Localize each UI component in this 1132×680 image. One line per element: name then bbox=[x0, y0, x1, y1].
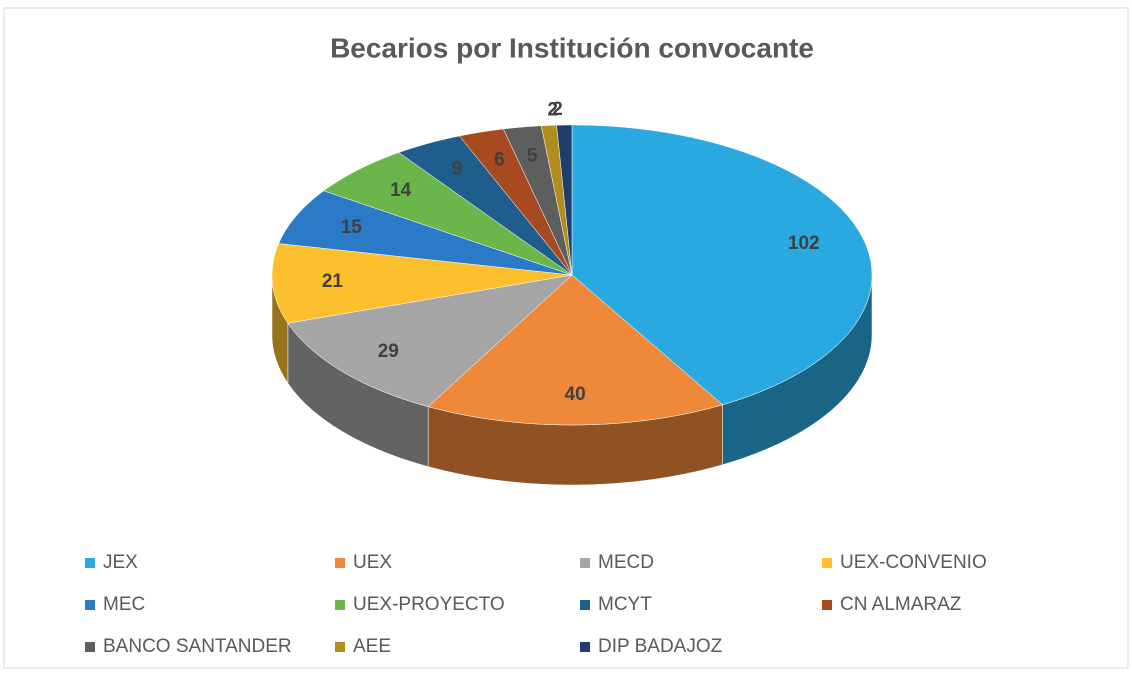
data-label: 14 bbox=[390, 180, 412, 201]
legend-swatch bbox=[580, 642, 590, 652]
legend-label: BANCO SANTANDER bbox=[103, 636, 292, 657]
legend-swatch bbox=[335, 600, 345, 610]
legend-label: MECD bbox=[598, 552, 654, 573]
legend-swatch bbox=[580, 600, 590, 610]
legend-swatch bbox=[335, 642, 345, 652]
slice bbox=[287, 274, 573, 407]
data-label: 40 bbox=[565, 384, 586, 405]
slice bbox=[398, 135, 573, 276]
slice bbox=[571, 124, 873, 406]
legend-label: MCYT bbox=[598, 594, 652, 615]
legend-swatch bbox=[822, 600, 832, 610]
legend-label: UEX bbox=[353, 552, 392, 573]
pie-sides bbox=[271, 274, 873, 486]
legend-swatch bbox=[85, 600, 95, 610]
chart-title: Becarios por Institución convocante bbox=[330, 32, 814, 63]
pie-tops bbox=[271, 124, 873, 426]
legend-label: CN ALMARAZ bbox=[840, 594, 962, 615]
data-label: 2 bbox=[552, 99, 563, 120]
legend-label: JEX bbox=[103, 552, 138, 573]
data-label: 102 bbox=[788, 233, 820, 254]
data-label: 29 bbox=[378, 341, 399, 362]
slice bbox=[427, 274, 724, 426]
legend-swatch bbox=[580, 558, 590, 568]
slice bbox=[502, 125, 573, 276]
slice bbox=[271, 243, 573, 324]
legend-label: MEC bbox=[103, 594, 145, 615]
data-label: 15 bbox=[341, 217, 363, 238]
legend-label: AEE bbox=[353, 636, 391, 657]
slice bbox=[458, 128, 573, 276]
data-label: 5 bbox=[527, 146, 538, 167]
legend-swatch bbox=[85, 642, 95, 652]
legend-label: UEX-PROYECTO bbox=[353, 594, 505, 615]
slice bbox=[556, 124, 573, 276]
slice bbox=[323, 152, 573, 276]
data-label: 2 bbox=[547, 100, 558, 121]
slice bbox=[278, 190, 573, 276]
data-label: 6 bbox=[494, 150, 505, 171]
legend-swatch bbox=[335, 558, 345, 568]
legend-label: DIP BADAJOZ bbox=[598, 636, 723, 657]
legend-label: UEX-CONVENIO bbox=[840, 552, 987, 573]
legend-swatch bbox=[822, 558, 832, 568]
legend-swatch bbox=[85, 558, 95, 568]
data-label: 9 bbox=[452, 159, 463, 180]
data-label: 21 bbox=[322, 271, 344, 292]
